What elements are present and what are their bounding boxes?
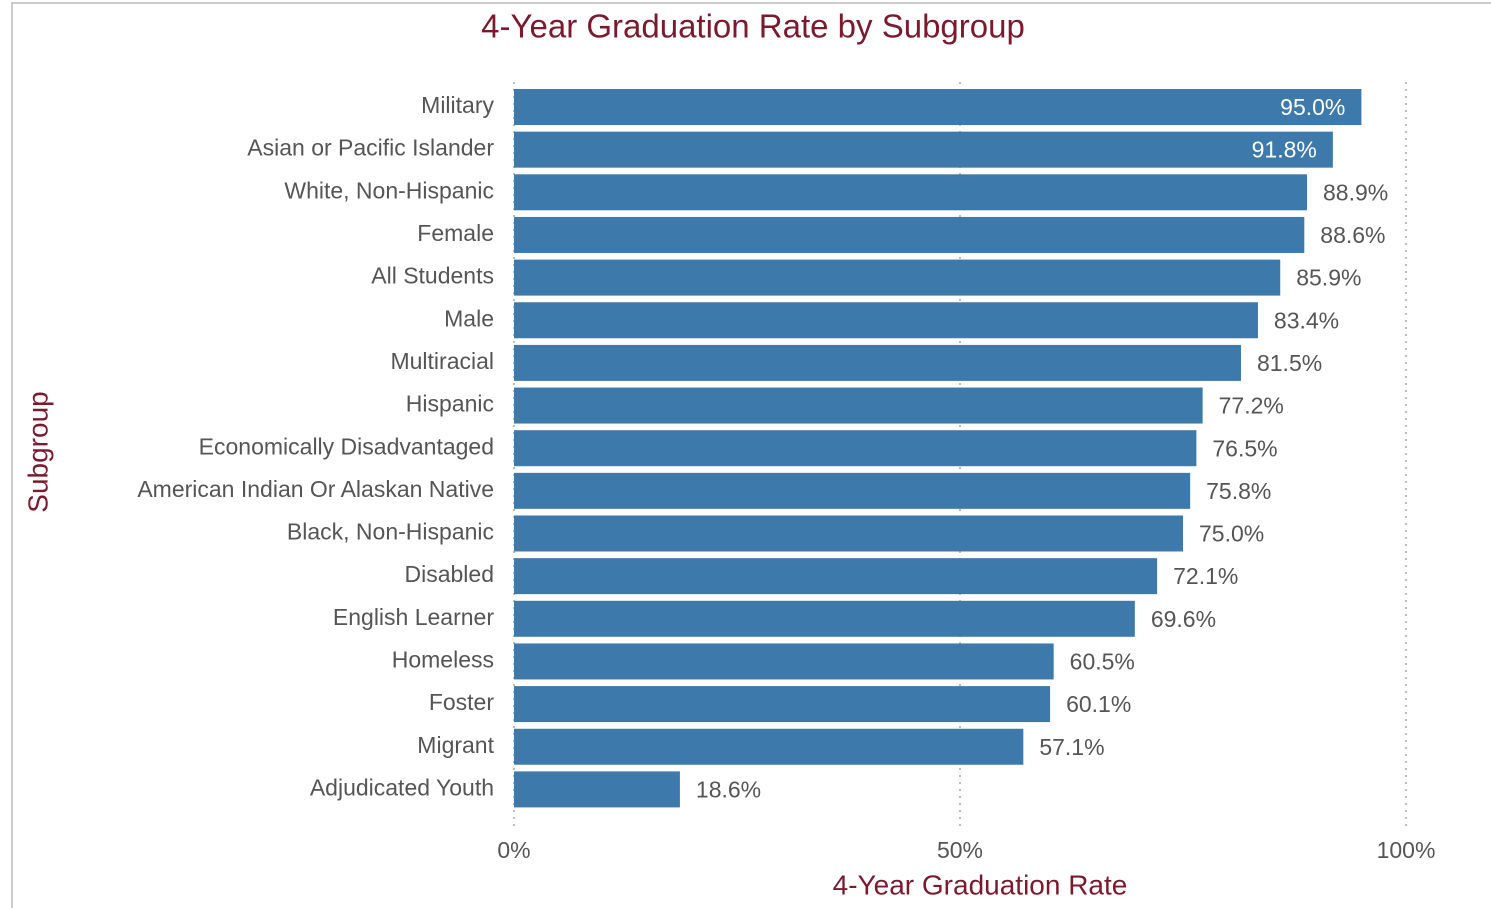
y-tick-label: Adjudicated Youth <box>310 774 494 800</box>
value-label: 77.2% <box>1219 393 1284 419</box>
value-label: 60.5% <box>1070 649 1135 675</box>
bar <box>514 174 1307 211</box>
y-tick-label: English Learner <box>333 604 494 630</box>
y-tick-label: Black, Non-Hispanic <box>287 519 494 545</box>
value-label: 88.6% <box>1320 222 1385 248</box>
chart-title: 4-Year Graduation Rate by Subgroup <box>481 8 1025 45</box>
y-tick-label: Disabled <box>405 561 495 587</box>
bar <box>514 771 680 808</box>
value-label: 18.6% <box>696 776 761 802</box>
x-tick-label: 50% <box>937 837 983 863</box>
value-label: 60.1% <box>1066 691 1131 717</box>
value-label: 83.4% <box>1274 307 1339 333</box>
y-tick-label: Homeless <box>392 647 494 673</box>
bar <box>514 344 1241 381</box>
bar <box>514 216 1305 253</box>
bar <box>514 131 1333 168</box>
bar <box>514 430 1197 467</box>
bar <box>514 515 1183 552</box>
value-label: 57.1% <box>1039 734 1104 760</box>
bar <box>514 643 1054 680</box>
y-tick-label: Hispanic <box>406 391 494 417</box>
y-tick-label: Male <box>444 305 494 331</box>
value-label: 75.8% <box>1206 478 1271 504</box>
y-tick-label: Migrant <box>417 732 494 758</box>
bar <box>514 259 1281 296</box>
bar <box>514 472 1191 509</box>
value-label: 75.0% <box>1199 521 1264 547</box>
value-label: 69.6% <box>1151 606 1216 632</box>
y-tick-label: Female <box>417 220 494 246</box>
value-label: 85.9% <box>1296 265 1361 291</box>
value-label: 76.5% <box>1212 435 1277 461</box>
y-tick-label: Multiracial <box>390 348 494 374</box>
y-axis-title: Subgroup <box>22 391 53 512</box>
x-tick-label: 100% <box>1377 837 1436 863</box>
value-label: 81.5% <box>1257 350 1322 376</box>
bar <box>514 600 1135 637</box>
y-tick-label: Foster <box>429 689 495 715</box>
bar <box>514 302 1258 339</box>
bar <box>514 89 1362 125</box>
y-tick-label: White, Non-Hispanic <box>284 177 494 203</box>
y-tick-label: Military <box>421 92 494 118</box>
x-tick-label: 0% <box>497 837 530 863</box>
value-label: 95.0% <box>1280 94 1345 120</box>
x-axis-title: 4-Year Graduation Rate <box>833 869 1128 900</box>
value-label: 72.1% <box>1173 563 1238 589</box>
y-tick-label: American Indian Or Alaskan Native <box>137 476 494 502</box>
bar <box>514 686 1051 723</box>
y-tick-label: Economically Disadvantaged <box>199 433 494 459</box>
y-tick-label: Asian or Pacific Islander <box>247 135 494 161</box>
value-label: 91.8% <box>1252 137 1317 163</box>
value-label: 88.9% <box>1323 179 1388 205</box>
bar <box>514 728 1024 765</box>
y-tick-label: All Students <box>371 263 494 289</box>
bar <box>514 558 1158 595</box>
bar <box>514 387 1203 424</box>
